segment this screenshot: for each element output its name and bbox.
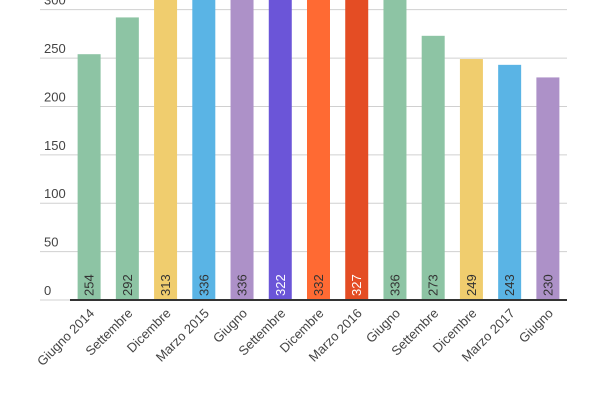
- y-tick-label: 300: [44, 0, 66, 8]
- bar: [459, 59, 483, 300]
- value-label: 332: [311, 274, 326, 296]
- bar: [383, 0, 407, 300]
- y-tick-label: 100: [44, 186, 66, 201]
- y-tick-label: 50: [44, 235, 58, 250]
- bar: [307, 0, 330, 300]
- y-tick-label: 0: [44, 283, 51, 298]
- value-label: 322: [273, 274, 288, 296]
- bar: [230, 0, 254, 300]
- bar: [77, 54, 101, 301]
- bar: [115, 17, 139, 301]
- bar: [345, 0, 369, 300]
- value-label: 273: [426, 274, 441, 296]
- value-label: 313: [158, 274, 173, 296]
- bar: [192, 0, 216, 300]
- bar: [536, 77, 560, 300]
- y-tick-label: 250: [44, 41, 66, 56]
- value-label: 254: [82, 274, 97, 296]
- y-tick-label: 200: [44, 89, 66, 104]
- value-label: 327: [349, 274, 364, 296]
- value-label: 336: [387, 274, 402, 296]
- value-label: 292: [120, 274, 135, 296]
- bar: [498, 64, 522, 300]
- value-label: 336: [196, 274, 211, 296]
- value-label: 243: [502, 274, 517, 296]
- value-label: 336: [235, 274, 250, 296]
- value-label: 230: [540, 274, 555, 296]
- bar: [268, 0, 292, 301]
- x-tick-label: Giugno 2014: [34, 306, 97, 369]
- y-tick-label: 150: [44, 138, 66, 153]
- x-tick-label: Giugno: [516, 306, 556, 346]
- bar: [154, 0, 178, 301]
- bar: [421, 35, 445, 300]
- value-label: 249: [464, 274, 479, 296]
